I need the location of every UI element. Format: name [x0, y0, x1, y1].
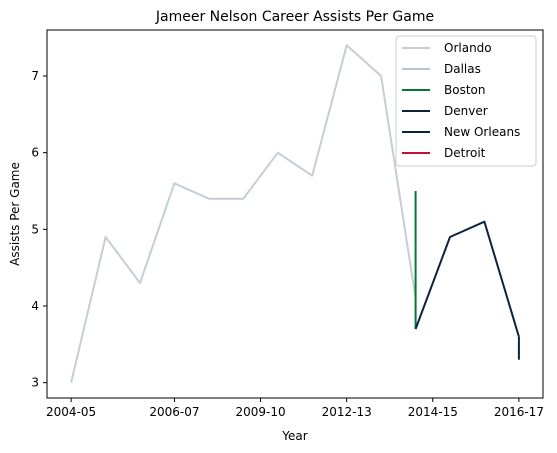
series-line-orlando — [70, 44, 417, 383]
legend-label-denver: Denver — [444, 104, 488, 118]
legend-box — [395, 35, 537, 167]
plot-frame — [46, 29, 544, 399]
y-tick-label: 5 — [31, 222, 39, 236]
x-tick-label: 2006-07 — [149, 405, 199, 419]
legend-label-new-orleans: New Orleans — [444, 125, 520, 139]
chart-title: Jameer Nelson Career Assists Per Game — [155, 9, 434, 25]
x-tick-label: 2009-10 — [235, 405, 285, 419]
y-tick-label: 3 — [31, 376, 39, 390]
x-tick-label: 2016-17 — [494, 405, 544, 419]
x-axis: 2004-05 2006-07 2009-10 2012-13 2014-15 2016-… — [46, 398, 544, 419]
y-axis-label: Assists Per Game — [8, 162, 22, 266]
x-tick-label: 2004-05 — [46, 405, 96, 419]
legend-label-orlando: Orlando — [444, 41, 492, 55]
y-tick-label: 7 — [31, 69, 39, 83]
legend-label-detroit: Detroit — [444, 146, 486, 160]
x-axis-label: Year — [281, 429, 307, 443]
legend-label-dallas: Dallas — [444, 62, 481, 76]
legend-label-boston: Boston — [444, 83, 485, 97]
series-lines — [70, 44, 520, 383]
series-line-denver — [414, 220, 520, 337]
x-tick-label: 2014-15 — [408, 405, 458, 419]
legend: Orlando Dallas Boston Denver New Orleans Detr… — [395, 35, 537, 167]
y-tick-label: 6 — [31, 146, 39, 160]
y-axis: 3 4 5 6 7 — [31, 69, 47, 390]
y-tick-label: 4 — [31, 299, 39, 313]
x-tick-label: 2012-13 — [322, 405, 372, 419]
